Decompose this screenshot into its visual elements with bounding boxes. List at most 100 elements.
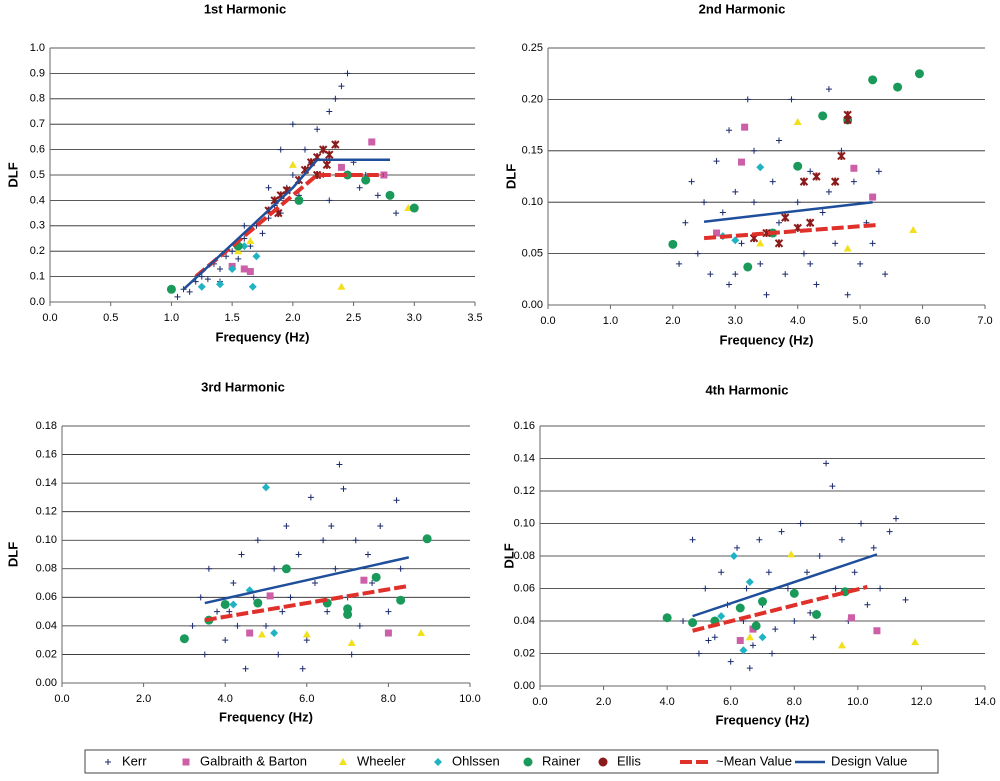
chart-title: 3rd Harmonic [201,379,285,394]
ellis-point [837,151,846,161]
kerr-point [807,168,814,175]
kerr-point [875,168,882,175]
circle-point [751,621,761,631]
kerr-point [205,565,212,572]
kerr-point [393,210,400,217]
kerr-point [180,286,187,293]
kerr-point [857,260,864,267]
kerr-point [886,528,893,535]
kerr-point [198,273,205,280]
kerr-point [204,276,211,283]
square-point [246,268,254,276]
kerr-point [214,608,221,615]
ellis-point [774,239,784,248]
ellis-point [805,218,815,227]
kerr-point [782,271,789,278]
kerr-point [695,650,702,657]
legend-swatch [598,757,608,767]
square-point [240,265,248,273]
triangle-point [337,282,346,290]
kerr-point [800,250,807,257]
kerr-point [807,609,814,616]
kerr-point [882,271,889,278]
x-axis-label: Frequency (Hz) [219,709,313,724]
circle-point [294,195,304,205]
x-tick-label: 1.5 [224,312,239,324]
circle-point [789,588,799,598]
kerr-point [763,291,770,298]
kerr-point [277,146,284,153]
diamond-point [756,163,765,172]
circle-point [688,618,698,628]
kerr-point [850,178,857,185]
square-point [246,629,254,637]
triangle-point [246,237,255,245]
circle-point [179,634,189,644]
x-tick-label: 2.5 [346,312,361,324]
kerr-point [247,243,254,250]
circle-point [758,597,767,606]
kerr-point [348,651,355,658]
circle-point [868,75,878,85]
square-point [368,138,376,146]
x-tick-label: 7.0 [977,315,992,327]
kerr-point [705,637,712,644]
circle-point [385,190,395,200]
x-tick-label: 0.0 [54,693,69,705]
x-tick-label: 0.0 [540,315,555,327]
kerr-point [765,569,772,576]
legend-label: Ellis [617,753,641,768]
y-tick-label: 0.00 [522,299,543,311]
ellis-point [830,177,840,186]
kerr-point [271,565,278,572]
kerr-point [242,665,249,672]
ellis-point [762,228,771,238]
chart-title: 4th Harmonic [705,382,788,397]
diamond-point [216,280,224,289]
kerr-point [719,209,726,216]
diamond-point [248,282,257,291]
y-tick-label: 0.14 [514,452,535,464]
kerr-point [757,260,764,267]
diamond-point [758,633,767,642]
ellis-point [325,150,334,159]
circle-point [396,595,406,605]
x-tick-label: 6.0 [915,315,930,327]
triangle-point [756,239,765,247]
kerr-point [241,235,248,242]
circle-point [818,111,828,121]
kerr-point [352,537,359,544]
kerr-point [332,95,339,102]
legend-label: Ohlssen [452,753,500,768]
circle-point [281,564,291,574]
kerr-point [356,622,363,629]
y-tick-label: 0.10 [514,517,535,529]
x-tick-label: 0.5 [103,312,118,324]
kerr-point [775,137,782,144]
legend-label: Wheeler [357,753,406,768]
triangle-point [745,633,754,641]
kerr-point [226,608,233,615]
diamond-point [745,578,754,586]
x-tick-label: 0.0 [532,696,547,708]
kerr-point [397,565,404,572]
square-point [741,123,749,131]
kerr-point [201,651,208,658]
design-line [182,158,390,291]
square-point [738,158,746,166]
ellis-point [812,172,821,181]
kerr-point [254,537,261,544]
kerr-point [299,665,306,672]
kerr-point [734,544,741,551]
design-line [703,200,873,223]
diamond-point [270,629,279,638]
circle-point [662,613,672,623]
y-tick-label: 0.9 [30,67,45,79]
kerr-point [235,255,242,262]
kerr-point [825,188,832,195]
y-tick-label: 0.02 [514,647,535,659]
kerr-point [813,281,820,288]
ellis-point [781,213,790,222]
legend-label: Rainer [542,753,581,768]
kerr-point [320,537,327,544]
